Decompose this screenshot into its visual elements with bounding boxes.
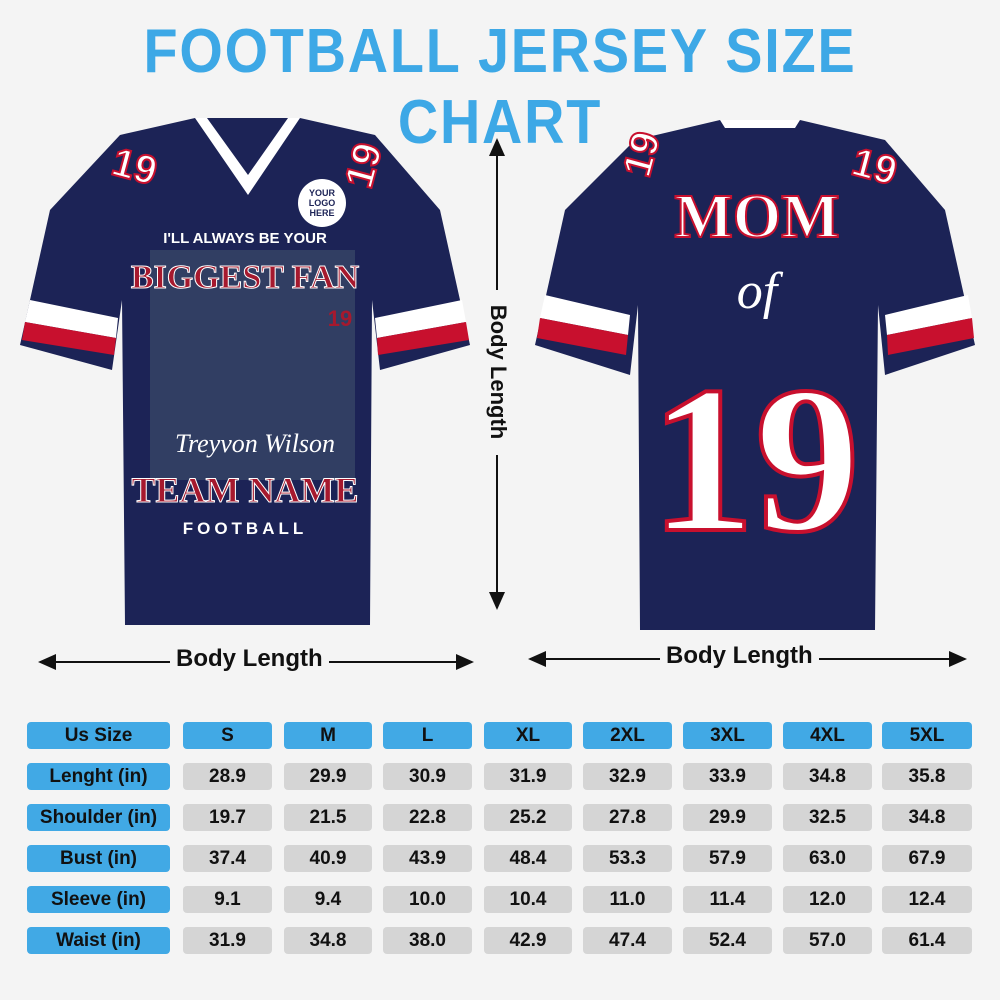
table-cell: 43.9 (383, 845, 472, 872)
table-cell: 34.8 (882, 804, 972, 831)
table-cell: 47.4 (583, 927, 672, 954)
front-team-name: TEAM NAME (132, 470, 359, 510)
table-cell: 31.9 (484, 763, 572, 790)
front-horizontal-label: Body Length (170, 645, 329, 673)
table-cell: 10.0 (383, 886, 472, 913)
table-cell: 32.5 (783, 804, 872, 831)
table-cell: 61.4 (882, 927, 972, 954)
table-cell: 35.8 (882, 763, 972, 790)
logo-text-3: HERE (309, 208, 334, 218)
table-cell: 21.5 (284, 804, 372, 831)
table-header-size: 2XL (583, 722, 672, 749)
table-cell: 48.4 (484, 845, 572, 872)
table-cell: 12.0 (783, 886, 872, 913)
table-header-size: M (284, 722, 372, 749)
player-photo (150, 250, 355, 480)
page-title: FOOTBALL JERSEY SIZE CHART (143, 17, 857, 157)
table-cell: 12.4 (882, 886, 972, 913)
table-cell: 9.4 (284, 886, 372, 913)
table-cell: 31.9 (183, 927, 272, 954)
vertical-measure-label: Body Length (486, 305, 511, 439)
table-cell: 67.9 (882, 845, 972, 872)
table-cell: 29.9 (683, 804, 772, 831)
front-photo-number: 19 (328, 306, 352, 331)
front-tagline: I'LL ALWAYS BE YOUR (163, 230, 327, 247)
table-cell: 11.4 (683, 886, 772, 913)
table-cell: 40.9 (284, 845, 372, 872)
table-row-label: Bust (in) (27, 845, 170, 872)
back-jersey: 19 19 MOM of 19 (535, 120, 975, 630)
table-header-size: 4XL (783, 722, 872, 749)
logo-text-1: YOUR (309, 188, 336, 198)
back-number: 19 (650, 344, 860, 576)
front-left-sleeve-stripe-red (22, 322, 116, 355)
table-cell: 37.4 (183, 845, 272, 872)
jersey-illustrations: YOUR LOGO HERE 19 19 I'LL ALWAYS BE YOUR… (20, 118, 975, 670)
table-header-size: 5XL (882, 722, 972, 749)
table-cell: 10.4 (484, 886, 572, 913)
table-cell: 53.3 (583, 845, 672, 872)
front-jersey: YOUR LOGO HERE 19 19 I'LL ALWAYS BE YOUR… (20, 118, 470, 625)
table-cell: 34.8 (284, 927, 372, 954)
table-cell: 19.7 (183, 804, 272, 831)
table-header-size: L (383, 722, 472, 749)
table-row-label: Sleeve (in) (27, 886, 170, 913)
back-line1: MOM (674, 183, 839, 251)
table-cell: 32.9 (583, 763, 672, 790)
table-row-label: Waist (in) (27, 927, 170, 954)
table-cell: 63.0 (783, 845, 872, 872)
table-cell: 38.0 (383, 927, 472, 954)
front-player-name: Treyvon Wilson (175, 429, 335, 458)
table-cell: 57.9 (683, 845, 772, 872)
table-header-size: 3XL (683, 722, 772, 749)
table-cell: 9.1 (183, 886, 272, 913)
back-line2: of (737, 263, 784, 320)
table-row-label: Lenght (in) (27, 763, 170, 790)
logo-text-2: LOGO (309, 198, 336, 208)
table-cell: 29.9 (284, 763, 372, 790)
table-cell: 52.4 (683, 927, 772, 954)
table-header-label: Us Size (27, 722, 170, 749)
table-cell: 57.0 (783, 927, 872, 954)
table-cell: 33.9 (683, 763, 772, 790)
table-cell: 28.9 (183, 763, 272, 790)
table-cell: 42.9 (484, 927, 572, 954)
back-horizontal-label: Body Length (660, 642, 819, 670)
table-cell: 27.8 (583, 804, 672, 831)
table-row-label: Shoulder (in) (27, 804, 170, 831)
table-cell: 11.0 (583, 886, 672, 913)
front-sport: FOOTBALL (183, 519, 308, 538)
logo-placeholder (298, 179, 346, 227)
table-header-size: XL (484, 722, 572, 749)
front-headline: BIGGEST FAN (131, 259, 360, 296)
front-left-sleeve-stripe-white (25, 300, 118, 338)
table-header-size: S (183, 722, 272, 749)
table-cell: 22.8 (383, 804, 472, 831)
table-cell: 34.8 (783, 763, 872, 790)
table-cell: 25.2 (484, 804, 572, 831)
table-cell: 30.9 (383, 763, 472, 790)
